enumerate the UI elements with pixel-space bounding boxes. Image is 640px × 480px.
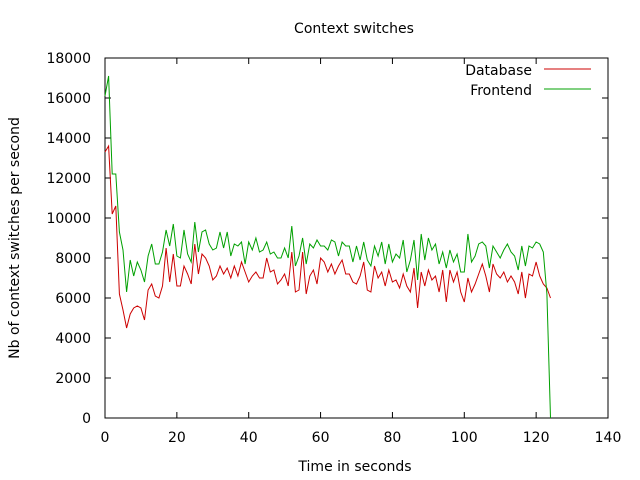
y-tick-label: 18000: [46, 51, 91, 67]
y-axis-label: Nb of context switches per second: [7, 117, 23, 359]
y-tick-label: 14000: [46, 131, 91, 147]
plot-frame: [104, 57, 609, 419]
x-tick-label: 120: [523, 430, 550, 446]
database-series-line: [104, 144, 551, 329]
y-tick-label: 8000: [55, 251, 91, 267]
legend-label-database: Database: [465, 63, 532, 79]
x-tick-label: 0: [101, 430, 110, 446]
legend-label-frontend: Frontend: [470, 83, 532, 99]
x-tick-label: 60: [312, 430, 330, 446]
y-tick-label: 16000: [46, 91, 91, 107]
y-tick-label: 2000: [55, 371, 91, 387]
y-tick-label: 12000: [46, 171, 91, 187]
y-tick-label: 6000: [55, 291, 91, 307]
legend: Database Frontend: [465, 63, 591, 99]
x-tick-label: 40: [240, 430, 258, 446]
chart-title: Context switches: [294, 21, 414, 37]
x-axis-label: Time in seconds: [297, 459, 411, 475]
x-tick-label: 140: [595, 430, 622, 446]
x-tick-label: 20: [168, 430, 186, 446]
x-tick-label: 100: [451, 430, 478, 446]
series-lines: [104, 75, 551, 419]
y-tick-label: 10000: [46, 211, 91, 227]
x-tick-label: 80: [384, 430, 402, 446]
frontend-series-line: [104, 75, 551, 419]
y-tick-label: 0: [82, 411, 91, 427]
y-tick-label: 4000: [55, 331, 91, 347]
axis-ticks: 0 20 40 60 80 100 120 140 0 2000 4000 6000 8000 10000…: [46, 51, 621, 446]
